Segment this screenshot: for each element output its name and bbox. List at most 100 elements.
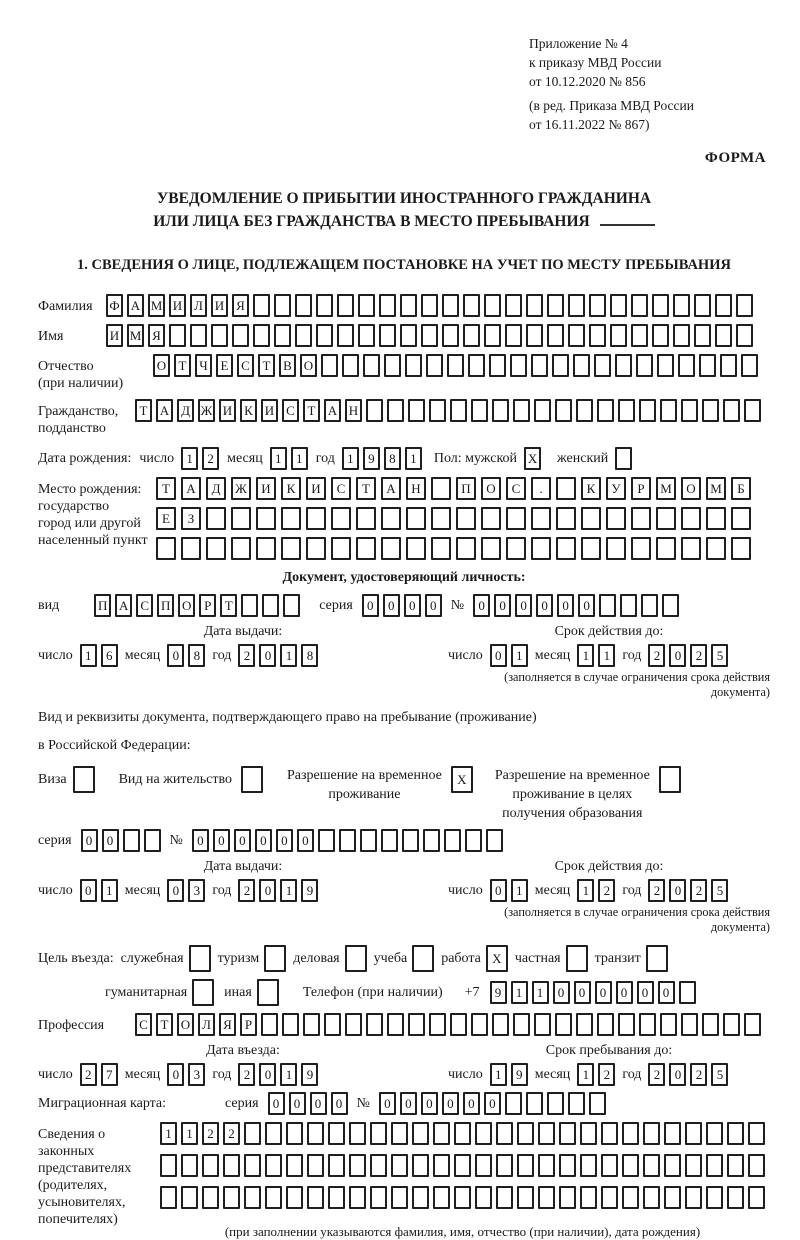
char-cell[interactable]: И [261, 399, 278, 422]
purpose-private-checkbox[interactable] [565, 945, 588, 972]
char-cell[interactable]: П [94, 594, 112, 617]
purpose-other-checkbox[interactable] [256, 979, 279, 1006]
char-cell[interactable]: 0 [330, 1092, 348, 1115]
char-cell[interactable]: 1 [577, 1063, 595, 1086]
char-cell[interactable] [723, 1013, 740, 1036]
char-cell[interactable] [370, 1154, 387, 1177]
char-cell[interactable] [706, 1122, 723, 1145]
char-cell[interactable] [727, 1154, 744, 1177]
char-cell[interactable]: 2 [79, 1063, 97, 1086]
char-cell[interactable] [405, 354, 422, 377]
char-cell[interactable] [265, 1122, 282, 1145]
char-cell[interactable] [274, 294, 291, 317]
char-cell[interactable] [576, 399, 593, 422]
char-cell[interactable] [370, 1122, 387, 1145]
char-cell[interactable] [379, 294, 396, 317]
char-cell[interactable] [589, 294, 606, 317]
char-cell[interactable] [338, 829, 356, 852]
char-cell[interactable] [422, 829, 440, 852]
char-cell[interactable] [580, 1186, 597, 1209]
char-cell[interactable] [664, 1154, 681, 1177]
char-cell[interactable] [660, 399, 677, 422]
char-cell[interactable] [565, 945, 588, 972]
char-cell[interactable] [513, 399, 530, 422]
char-cell[interactable]: 1 [598, 644, 616, 667]
char-cell[interactable] [631, 507, 651, 530]
char-cell[interactable]: Д [177, 399, 194, 422]
char-cell[interactable]: 8 [383, 447, 401, 470]
char-cell[interactable] [391, 1122, 408, 1145]
char-cell[interactable] [694, 324, 711, 347]
char-cell[interactable]: К [240, 399, 257, 422]
char-cell[interactable]: 2 [648, 644, 666, 667]
char-cell[interactable] [468, 354, 485, 377]
char-cell[interactable] [706, 1154, 723, 1177]
char-cell[interactable]: И [106, 324, 123, 347]
char-cell[interactable] [546, 1092, 564, 1115]
char-cell[interactable] [641, 594, 659, 617]
char-cell[interactable]: П [456, 477, 476, 500]
char-cell[interactable]: Л [190, 294, 207, 317]
reps-cells-row2[interactable] [160, 1154, 765, 1177]
char-cell[interactable] [673, 294, 690, 317]
char-cell[interactable]: 2 [598, 879, 616, 902]
char-cell[interactable] [547, 324, 564, 347]
char-cell[interactable]: А [324, 399, 341, 422]
char-cell[interactable] [256, 979, 279, 1006]
char-cell[interactable] [631, 324, 648, 347]
char-cell[interactable]: 0 [212, 829, 230, 852]
char-cell[interactable] [678, 981, 696, 1004]
char-cell[interactable] [381, 507, 401, 530]
char-cell[interactable]: 0 [267, 1092, 285, 1115]
char-cell[interactable]: 1 [404, 447, 422, 470]
char-cell[interactable] [559, 1122, 576, 1145]
char-cell[interactable] [538, 1122, 555, 1145]
char-cell[interactable]: 0 [636, 981, 654, 1004]
char-cell[interactable]: 2 [223, 1122, 240, 1145]
char-cell[interactable] [727, 1122, 744, 1145]
char-cell[interactable] [656, 507, 676, 530]
char-cell[interactable]: 1 [79, 644, 97, 667]
char-cell[interactable] [380, 829, 398, 852]
char-cell[interactable] [447, 354, 464, 377]
char-cell[interactable] [231, 537, 251, 560]
char-cell[interactable]: X [524, 447, 542, 470]
char-cell[interactable] [400, 324, 417, 347]
char-cell[interactable] [622, 1122, 639, 1145]
char-cell[interactable] [555, 1013, 572, 1036]
char-cell[interactable] [433, 1154, 450, 1177]
sex-male-checkbox[interactable]: X [524, 447, 542, 470]
char-cell[interactable] [568, 324, 585, 347]
char-cell[interactable]: 0 [615, 981, 633, 1004]
char-cell[interactable]: 2 [690, 644, 708, 667]
char-cell[interactable] [639, 399, 656, 422]
char-cell[interactable]: X [450, 766, 473, 793]
char-cell[interactable]: 0 [382, 594, 400, 617]
char-cell[interactable]: П [157, 594, 175, 617]
char-cell[interactable]: 0 [489, 644, 507, 667]
char-cell[interactable]: Р [199, 594, 217, 617]
char-cell[interactable] [160, 1154, 177, 1177]
char-cell[interactable]: И [219, 399, 236, 422]
temp-residence-edu-checkbox[interactable] [658, 766, 681, 793]
char-cell[interactable] [337, 294, 354, 317]
char-cell[interactable]: 1 [531, 981, 549, 1004]
char-cell[interactable] [699, 354, 716, 377]
char-cell[interactable] [573, 354, 590, 377]
char-cell[interactable] [442, 324, 459, 347]
purpose-commercial-checkbox[interactable] [344, 945, 367, 972]
char-cell[interactable] [555, 399, 572, 422]
char-cell[interactable] [253, 324, 270, 347]
char-cell[interactable] [342, 354, 359, 377]
char-cell[interactable] [442, 294, 459, 317]
char-cell[interactable] [337, 324, 354, 347]
char-cell[interactable]: 2 [648, 879, 666, 902]
char-cell[interactable] [316, 294, 333, 317]
char-cell[interactable]: 0 [361, 594, 379, 617]
char-cell[interactable] [363, 354, 380, 377]
char-cell[interactable] [681, 537, 701, 560]
char-cell[interactable] [384, 354, 401, 377]
char-cell[interactable] [379, 324, 396, 347]
